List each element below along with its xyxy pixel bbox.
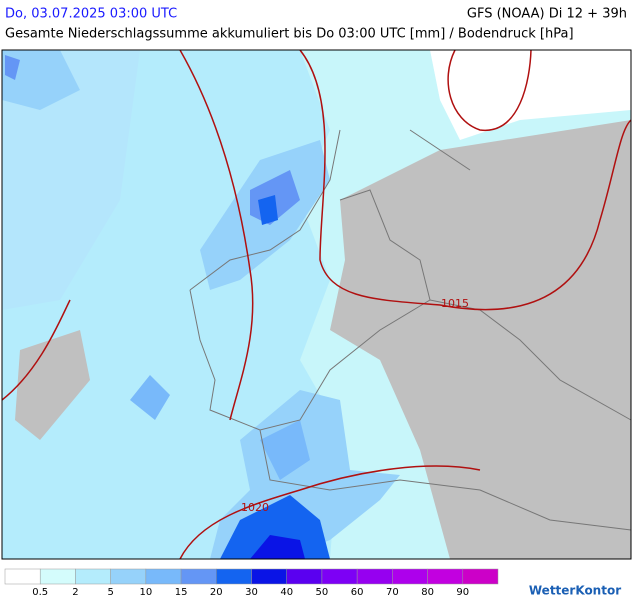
border-line xyxy=(259,429,632,531)
isobar-line xyxy=(447,49,532,131)
legend-label: 10 xyxy=(139,587,152,598)
land-no-precip xyxy=(15,330,90,440)
legend-label: 80 xyxy=(421,587,434,598)
legend-label: 15 xyxy=(175,587,188,598)
borders xyxy=(189,129,632,531)
precip-area xyxy=(2,50,80,110)
legend-label: 20 xyxy=(210,587,223,598)
legend-label: 2 xyxy=(72,587,78,598)
precip-area xyxy=(250,535,305,559)
legend-label: 60 xyxy=(351,587,364,598)
legend-swatch xyxy=(4,568,41,585)
legend-swatch xyxy=(251,568,287,585)
border-line xyxy=(339,189,431,301)
precip-area xyxy=(220,495,330,559)
isobar-line xyxy=(179,465,481,560)
logo: WetterKontor xyxy=(529,584,621,598)
legend-label: 0.5 xyxy=(32,587,48,598)
legend: 0.5 2 5 10 15 20 30 40 50 60 70 80 90 xyxy=(4,568,499,598)
legend-label: 30 xyxy=(245,587,258,598)
precip-area xyxy=(2,50,140,310)
legend-swatch xyxy=(392,568,428,585)
legend-swatch xyxy=(427,568,464,585)
isobar-label: 1020 xyxy=(241,501,269,514)
precip-area xyxy=(130,375,170,420)
subtitle: Gesamte Niederschlagssumme akkumuliert b… xyxy=(5,27,574,42)
legend-label: 50 xyxy=(316,587,329,598)
legend-swatch xyxy=(75,568,111,585)
land-no-precip xyxy=(330,120,631,559)
isobars xyxy=(1,49,632,560)
precip-area xyxy=(260,420,310,480)
date-label: Do, 03.07.2025 03:00 UTC xyxy=(5,7,177,22)
border-line xyxy=(189,289,632,431)
map-frame xyxy=(1,49,632,560)
isobar-line xyxy=(1,299,71,401)
legend-swatch xyxy=(216,568,252,585)
legend-label: 40 xyxy=(280,587,293,598)
precip-area xyxy=(258,195,278,225)
legend-swatch xyxy=(462,568,499,585)
legend-label: 90 xyxy=(456,587,469,598)
legend-swatch xyxy=(110,568,147,585)
isobar-line xyxy=(179,49,254,421)
legend-swatch xyxy=(39,568,76,585)
legend-swatch xyxy=(356,568,393,585)
map-area: 1015 1020 xyxy=(1,49,632,560)
isobar-line xyxy=(299,49,632,311)
model-label: GFS (NOAA) Di 12 + 39h xyxy=(467,7,627,22)
no-data-area xyxy=(430,50,631,140)
precip-area xyxy=(5,55,20,80)
legend-swatch xyxy=(180,568,217,585)
legend-swatch xyxy=(286,568,323,585)
isobar-label: 1015 xyxy=(441,297,469,310)
legend-label: 70 xyxy=(386,587,399,598)
border-line xyxy=(409,129,471,171)
legend-swatch xyxy=(321,568,358,585)
border-line xyxy=(189,129,341,291)
legend-swatch xyxy=(145,568,182,585)
legend-label: 5 xyxy=(107,587,113,598)
